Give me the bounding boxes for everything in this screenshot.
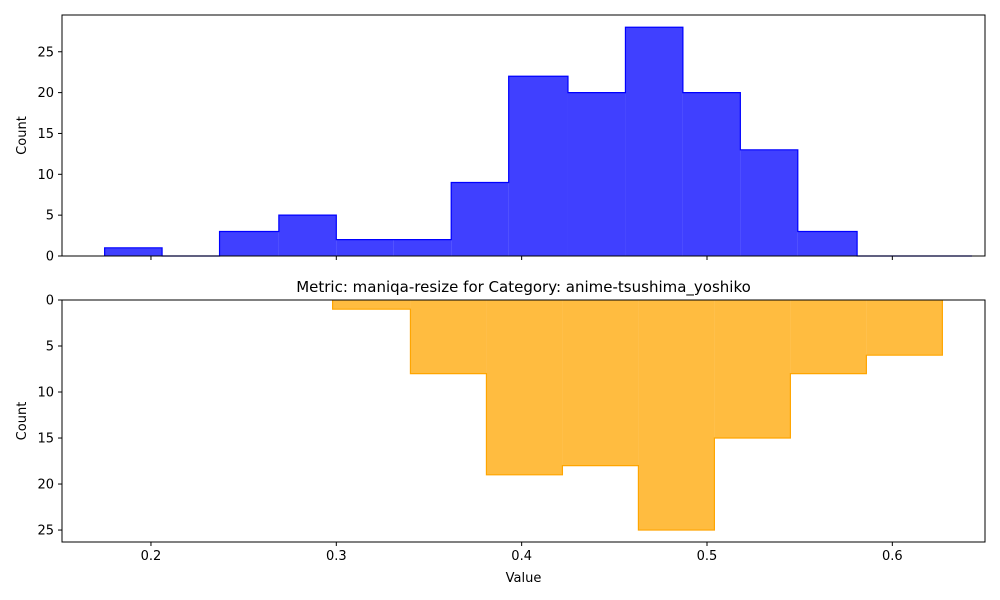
x-axis: 0.2 0.3 0.4 0.5 0.6 [141, 542, 903, 564]
y-tick-label: 25 [37, 524, 54, 539]
y-tick-label: 10 [37, 386, 54, 401]
chart-title: Metric: maniqa-resize for Category: anim… [296, 278, 751, 297]
histogram-bar [714, 300, 791, 439]
y-tick-label: 5 [46, 209, 54, 224]
histogram-bar [451, 182, 509, 256]
histogram-bar [567, 92, 626, 256]
histogram-bar [625, 27, 683, 256]
y-axis: 0 5 10 15 20 25 [37, 294, 62, 539]
y-tick-label: 10 [37, 168, 54, 183]
x-tick-label: 0.6 [882, 549, 903, 564]
histogram-outline [331, 300, 943, 531]
histogram-bar [866, 300, 943, 356]
histogram-bar [278, 215, 337, 256]
y-tick-label: 0 [46, 250, 54, 265]
histogram-bar [104, 247, 163, 256]
y-tick-label: 20 [37, 478, 54, 493]
histogram-bar [486, 300, 563, 475]
y-axis-label: Count [15, 402, 30, 441]
x-tick-label: 0.3 [326, 549, 347, 564]
y-tick-label: 15 [37, 432, 54, 447]
y-axis-label: Count [15, 116, 30, 155]
x-tick-label: 0.4 [511, 549, 532, 564]
y-tick-label: 0 [46, 294, 54, 309]
y-axis: 0 5 10 15 20 25 [37, 45, 62, 265]
x-axis-label: Value [506, 571, 542, 586]
top-histogram-panel: 0 5 10 15 20 25 Count [15, 14, 986, 265]
axes-frame [61, 299, 986, 543]
y-tick-label: 5 [46, 340, 54, 355]
histogram-bar [682, 92, 741, 256]
y-tick-label: 15 [37, 127, 54, 142]
histogram-bar [393, 239, 452, 256]
histogram-bar [219, 231, 279, 256]
histogram-bar [790, 300, 867, 374]
y-tick-label: 25 [37, 45, 54, 60]
histogram-bar [740, 149, 798, 256]
axes-frame [61, 14, 986, 257]
histogram-bars [104, 27, 858, 257]
histogram-bar [508, 76, 568, 257]
histogram-bar [797, 231, 858, 256]
x-tick-label: 0.5 [697, 549, 718, 564]
histogram-bar [410, 300, 487, 374]
x-axis [150, 256, 893, 260]
bottom-histogram-panel: 0 5 10 15 20 25 0.2 0.3 0.4 0.5 0.6 Count Value Metri… [15, 278, 986, 586]
x-tick-label: 0.2 [141, 549, 162, 564]
histogram-outline [104, 26, 973, 257]
histogram-bars [332, 300, 943, 531]
histogram-bar [638, 300, 715, 531]
histogram-bar [562, 300, 639, 466]
histogram-bar [336, 239, 394, 256]
histogram-bar [332, 300, 411, 310]
y-tick-label: 20 [37, 86, 54, 101]
